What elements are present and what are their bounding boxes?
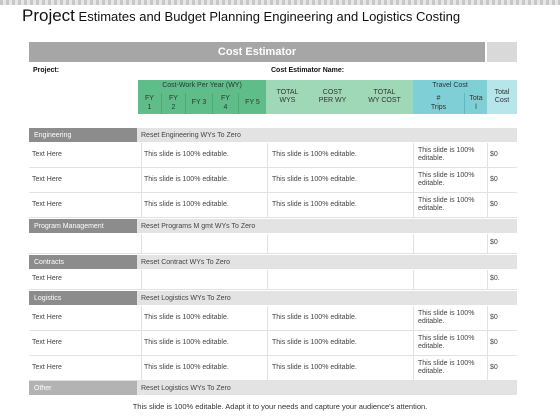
cost-work-group-header: Cost-Work Per Year (WY) xyxy=(138,80,266,93)
section-name: Logistics xyxy=(29,291,137,305)
section-engineering: Engineering Reset Engineering WYs To Zer… xyxy=(29,128,517,142)
travel-cost-group-header: Travel Cost xyxy=(413,80,487,93)
row-cell[interactable] xyxy=(413,234,487,253)
fy5-header: FY 5 xyxy=(239,93,266,114)
row-label: Text Here xyxy=(32,313,62,321)
row-cell[interactable] xyxy=(413,270,487,289)
row-cell[interactable]: This slide is 100% editable. xyxy=(267,306,411,330)
reset-logistics-button[interactable]: Reset Logistics WYs To Zero xyxy=(137,291,517,305)
row-cell[interactable]: This slide is 100% editable. xyxy=(413,306,487,330)
row-cell[interactable]: This slide is 100% editable. xyxy=(267,143,411,167)
footer-note: This slide is 100% editable. Adapt it to… xyxy=(132,402,428,411)
section-name: Other xyxy=(29,381,137,395)
row-total: $0 xyxy=(487,168,517,192)
row-cell[interactable]: This slide is 100% editable. xyxy=(267,331,411,355)
cost-per-wy-header: COST PER WY xyxy=(309,80,356,114)
section-name: Contracts xyxy=(29,255,137,269)
row-total: $0 xyxy=(487,306,517,330)
total-wys-header: TOTAL WYS xyxy=(266,80,309,114)
section-program-management: Program Management Reset Programs M gmt … xyxy=(29,219,517,233)
estimator-name-label: Cost Estimator Name: xyxy=(271,67,345,74)
table-row: $0 xyxy=(29,234,517,254)
row-cell[interactable] xyxy=(267,270,411,289)
row-cell[interactable]: This slide is 100% editable. xyxy=(413,356,487,380)
project-label: Project: xyxy=(33,67,60,74)
table-row: Text Here This slide is 100% editable. T… xyxy=(29,143,517,168)
cost-estimator-header: Cost Estimator xyxy=(29,42,485,62)
trips-header: # Trips xyxy=(413,93,465,114)
page-title: Project Estimates and Budget Planning En… xyxy=(22,6,460,26)
table-row: Text Here This slide is 100% editable. T… xyxy=(29,356,517,381)
title-first-word: Project xyxy=(22,6,75,25)
table-row: Text Here This slide is 100% editable. T… xyxy=(29,331,517,356)
row-label: Text Here xyxy=(32,150,62,158)
table-row: Text Here This slide is 100% editable. T… xyxy=(29,306,517,331)
fy3-header: FY 3 xyxy=(186,93,213,114)
row-label: Text Here xyxy=(32,175,62,183)
row-label: Text Here xyxy=(32,363,62,371)
title-rest: Estimates and Budget Planning Engineerin… xyxy=(74,9,461,24)
row-cell[interactable]: This slide is 100% editable. xyxy=(141,193,265,217)
section-contracts: Contracts Reset Contract WYs To Zero xyxy=(29,255,517,269)
row-label: Text Here xyxy=(32,200,62,208)
row-cell[interactable]: This slide is 100% editable. xyxy=(413,143,487,167)
row-cell[interactable]: This slide is 100% editable. xyxy=(267,356,411,380)
row-label: Text Here xyxy=(32,338,62,346)
row-cell[interactable]: This slide is 100% editable. xyxy=(141,306,265,330)
table-row: Text Here This slide is 100% editable. T… xyxy=(29,168,517,193)
table-row: Text Here This slide is 100% editable. T… xyxy=(29,193,517,218)
row-cell[interactable]: This slide is 100% editable. xyxy=(413,168,487,192)
table-row: Text Here $0. xyxy=(29,270,517,290)
row-label xyxy=(32,234,132,253)
row-total: $0 xyxy=(487,193,517,217)
row-cell[interactable] xyxy=(267,234,411,253)
row-total: $0 xyxy=(487,331,517,355)
row-cell[interactable]: This slide is 100% editable. xyxy=(141,143,265,167)
reset-program-management-button[interactable]: Reset Programs M gmt WYs To Zero xyxy=(137,219,517,233)
top-stripe xyxy=(0,0,560,5)
row-cell[interactable] xyxy=(141,270,265,289)
reset-engineering-button[interactable]: Reset Engineering WYs To Zero xyxy=(137,128,517,142)
reset-other-button[interactable]: Reset Logistics WYs To Zero xyxy=(137,381,517,395)
fy1-header: FY 1 xyxy=(138,93,162,114)
row-cell[interactable] xyxy=(141,234,265,253)
row-total: $0 xyxy=(487,143,517,167)
row-total: $0 xyxy=(487,356,517,380)
section-other: Other Reset Logistics WYs To Zero xyxy=(29,381,517,395)
row-total: $0. xyxy=(487,270,517,289)
total-wy-cost-header: TOTAL WY COST xyxy=(356,80,413,114)
header-bar-extension xyxy=(487,42,517,62)
row-cell[interactable]: This slide is 100% editable. xyxy=(267,168,411,192)
row-cell[interactable]: This slide is 100% editable. xyxy=(413,193,487,217)
section-name: Program Management xyxy=(29,219,137,233)
row-cell[interactable]: This slide is 100% editable. xyxy=(141,168,265,192)
travel-total-header: Tota l xyxy=(465,93,487,114)
row-label: Text Here xyxy=(32,275,62,283)
fy2-header: FY 2 xyxy=(162,93,186,114)
row-cell[interactable]: This slide is 100% editable. xyxy=(141,356,265,380)
section-logistics: Logistics Reset Logistics WYs To Zero xyxy=(29,291,517,305)
row-total: $0 xyxy=(487,234,517,253)
fy4-header: FY 4 xyxy=(213,93,239,114)
row-cell[interactable]: This slide is 100% editable. xyxy=(267,193,411,217)
reset-contracts-button[interactable]: Reset Contract WYs To Zero xyxy=(137,255,517,269)
section-name: Engineering xyxy=(29,128,137,142)
total-cost-header: Total Cost xyxy=(487,80,517,114)
row-cell[interactable]: This slide is 100% editable. xyxy=(141,331,265,355)
row-cell[interactable]: This slide is 100% editable. xyxy=(413,331,487,355)
